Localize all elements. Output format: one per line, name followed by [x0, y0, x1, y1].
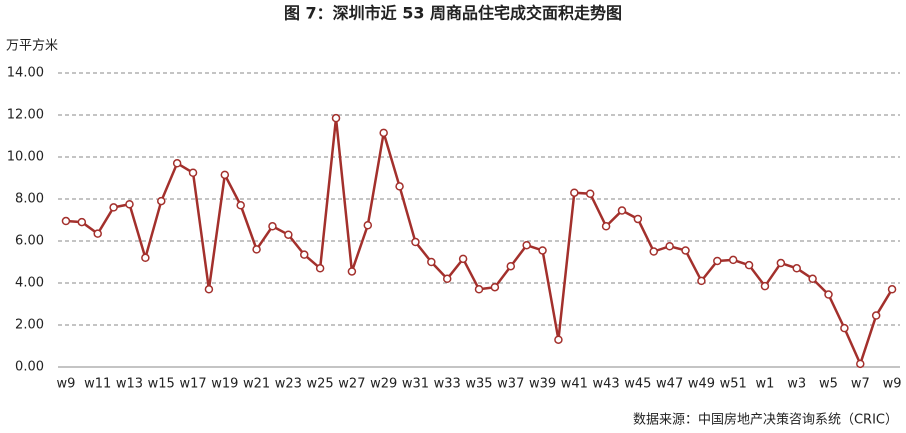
- data-point: [379, 128, 388, 138]
- data-point: [824, 290, 833, 299]
- x-tick-label: w49: [688, 377, 715, 392]
- x-tick-label: w41: [561, 377, 588, 392]
- data-point: [681, 246, 690, 255]
- x-tick-label: w39: [529, 377, 556, 392]
- data-point: [141, 253, 150, 263]
- data-point: [236, 201, 245, 210]
- data-point: [522, 240, 531, 250]
- data-point: [856, 359, 865, 369]
- data-point: [665, 242, 674, 251]
- x-tick-label: w31: [402, 377, 429, 392]
- y-tick-label: 0.00: [15, 360, 44, 375]
- data-point: [125, 200, 134, 209]
- data-point: [284, 230, 293, 239]
- data-point: [347, 267, 357, 276]
- data-point: [617, 206, 627, 215]
- chart-title: 图 7：深圳市近 53 周商品住宅成交面积走势图: [284, 4, 622, 23]
- data-point: [363, 221, 373, 230]
- data-point: [713, 256, 722, 266]
- y-tick-label: 12.00: [7, 108, 44, 123]
- x-tick-label: w13: [116, 377, 143, 392]
- x-tick-label: w29: [370, 377, 397, 392]
- x-tick-label: w1: [756, 377, 775, 392]
- data-point: [585, 189, 595, 198]
- x-tick-label: w9: [56, 377, 75, 392]
- x-tick-label: w9: [883, 377, 902, 392]
- data-point: [490, 282, 500, 292]
- data-point: [61, 216, 71, 226]
- y-tick-label: 2.00: [15, 318, 44, 333]
- data-point: [458, 254, 468, 264]
- data-point: [77, 217, 87, 227]
- data-point: [204, 285, 214, 294]
- data-point: [697, 276, 706, 286]
- x-tick-label: w21: [243, 377, 270, 392]
- data-point: [427, 257, 436, 267]
- source-note: 数据来源：中国房地产决策咨询系统（CRIC）: [633, 412, 898, 428]
- data-point: [395, 182, 404, 191]
- data-point: [220, 170, 230, 180]
- data-point: [411, 237, 420, 247]
- data-point: [506, 261, 516, 271]
- data-point: [776, 258, 786, 268]
- data-point: [268, 222, 277, 231]
- y-tick-label: 10.00: [7, 150, 44, 165]
- data-point: [172, 159, 182, 168]
- data-point: [887, 285, 897, 294]
- x-tick-label: w15: [148, 377, 175, 392]
- x-tick-label: w27: [338, 377, 365, 392]
- x-tick-label: w23: [275, 377, 302, 392]
- x-tick-label: w3: [787, 377, 806, 392]
- data-point: [840, 323, 849, 333]
- data-point: [331, 113, 341, 123]
- data-point: [109, 203, 118, 212]
- y-axis-label: 万平方米: [6, 38, 58, 54]
- x-tick-label: w25: [307, 377, 334, 392]
- data-point: [744, 260, 754, 270]
- x-tick-label: w45: [624, 377, 651, 392]
- x-tick-label: w37: [497, 377, 524, 392]
- x-tick-label: w7: [851, 377, 870, 392]
- data-point: [792, 264, 801, 273]
- x-tick-label: w51: [720, 377, 747, 392]
- data-point: [474, 285, 484, 294]
- data-point: [633, 214, 643, 224]
- data-point: [649, 247, 659, 256]
- data-point: [93, 229, 102, 238]
- x-tick-label: w17: [179, 377, 206, 392]
- data-point: [188, 168, 198, 177]
- y-tick-label: 4.00: [15, 276, 44, 291]
- data-point: [554, 335, 563, 344]
- x-tick-label: w47: [656, 377, 683, 392]
- data-point: [538, 246, 547, 255]
- data-point: [252, 245, 261, 254]
- data-point: [315, 264, 325, 273]
- y-tick-label: 6.00: [15, 234, 44, 249]
- y-tick-label: 8.00: [15, 192, 44, 207]
- x-tick-label: w43: [593, 377, 620, 392]
- x-tick-label: w11: [84, 377, 111, 392]
- data-point: [157, 196, 166, 206]
- data-point: [601, 222, 611, 231]
- data-point: [760, 281, 770, 291]
- data-point: [570, 188, 579, 197]
- data-point: [728, 255, 738, 265]
- data-point: [808, 274, 817, 284]
- y-tick-label: 14.00: [7, 66, 44, 81]
- data-point: [871, 311, 881, 320]
- x-tick-label: w33: [434, 377, 461, 392]
- x-tick-label: w19: [211, 377, 238, 392]
- x-tick-label: w35: [465, 377, 492, 392]
- data-point: [299, 250, 309, 259]
- data-point: [442, 274, 452, 284]
- x-tick-label: w5: [819, 377, 838, 392]
